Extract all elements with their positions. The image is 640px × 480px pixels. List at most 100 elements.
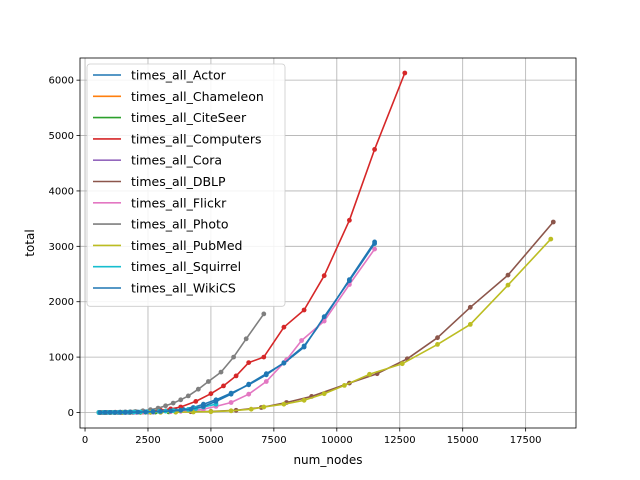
legend-label: times_all_Flickr bbox=[131, 195, 227, 210]
data-point bbox=[505, 282, 511, 288]
y-tick-label: 3000 bbox=[49, 242, 74, 253]
series-times_all_WikiCS bbox=[97, 241, 377, 415]
data-point bbox=[201, 404, 206, 409]
data-point bbox=[208, 409, 214, 415]
data-point bbox=[243, 336, 249, 342]
y-tick-label: 6000 bbox=[49, 76, 74, 87]
data-point bbox=[150, 409, 156, 415]
data-point bbox=[122, 409, 128, 415]
data-point bbox=[299, 338, 304, 343]
data-point bbox=[548, 236, 554, 242]
data-point bbox=[127, 409, 133, 415]
x-axis-label: num_nodes bbox=[293, 453, 362, 467]
data-point bbox=[505, 272, 511, 278]
x-tick-label: 15000 bbox=[447, 435, 479, 446]
data-point bbox=[367, 371, 372, 377]
data-point bbox=[246, 360, 252, 365]
data-point bbox=[263, 379, 269, 384]
data-point bbox=[188, 406, 194, 412]
legend-label: times_all_Cora bbox=[131, 153, 222, 168]
x-tick-label: 10000 bbox=[321, 435, 353, 446]
legend-label: times_all_WikiCS bbox=[131, 281, 236, 296]
y-tick-label: 4000 bbox=[49, 186, 74, 197]
data-point bbox=[185, 393, 191, 399]
x-tick-label: 17500 bbox=[510, 435, 542, 446]
data-point bbox=[467, 322, 473, 327]
data-point bbox=[246, 381, 252, 387]
data-point bbox=[143, 409, 148, 415]
x-tick-label: 5000 bbox=[198, 435, 223, 446]
data-point bbox=[170, 400, 176, 406]
x-tick-label: 7500 bbox=[261, 435, 286, 446]
y-axis-label: total bbox=[23, 229, 37, 256]
data-point bbox=[435, 342, 440, 347]
y-tick-label: 0 bbox=[68, 408, 74, 419]
legend-label: times_all_Actor bbox=[131, 68, 227, 83]
x-tick-label: 0 bbox=[82, 435, 88, 446]
x-tick-label: 2500 bbox=[135, 435, 160, 446]
data-point bbox=[301, 344, 307, 350]
data-point bbox=[281, 401, 287, 407]
legend-label: times_all_PubMed bbox=[131, 238, 242, 253]
data-point bbox=[163, 403, 169, 409]
data-point bbox=[347, 278, 352, 284]
legend-label: times_all_DBLP bbox=[131, 174, 226, 189]
data-point bbox=[281, 324, 287, 330]
data-point bbox=[467, 304, 473, 310]
data-point bbox=[178, 397, 184, 403]
data-point bbox=[102, 410, 108, 415]
data-point bbox=[372, 147, 377, 152]
data-point bbox=[248, 406, 254, 412]
legend-label: times_all_Squirrel bbox=[131, 259, 241, 274]
data-point bbox=[246, 391, 252, 397]
data-point bbox=[321, 391, 327, 397]
data-point bbox=[372, 246, 377, 252]
data-point bbox=[550, 219, 556, 225]
data-point bbox=[117, 409, 123, 415]
data-point bbox=[321, 273, 327, 279]
data-point bbox=[168, 408, 174, 414]
legend-label: times_all_Computers bbox=[131, 131, 262, 146]
data-point bbox=[399, 361, 405, 367]
legend-label: times_all_Photo bbox=[131, 217, 229, 232]
y-tick-label: 1000 bbox=[49, 353, 74, 364]
data-point bbox=[208, 391, 214, 397]
data-point bbox=[193, 399, 199, 404]
legend: times_all_Actor times_all_Chameleon times_… bbox=[86, 63, 286, 307]
data-point bbox=[195, 386, 201, 392]
data-point bbox=[178, 407, 184, 413]
data-point bbox=[261, 311, 267, 317]
data-point bbox=[347, 217, 352, 223]
data-point bbox=[301, 307, 307, 313]
y-tick-label: 2000 bbox=[49, 297, 74, 308]
data-point bbox=[97, 410, 103, 415]
data-point bbox=[263, 371, 269, 377]
data-point bbox=[158, 409, 164, 414]
series-group bbox=[96, 70, 556, 415]
data-point bbox=[112, 410, 118, 415]
data-point bbox=[261, 354, 267, 360]
data-point bbox=[206, 379, 211, 384]
data-point bbox=[233, 373, 239, 379]
data-point bbox=[342, 383, 347, 388]
data-point bbox=[213, 399, 219, 404]
data-point bbox=[435, 335, 440, 341]
data-point bbox=[261, 404, 267, 410]
legend-box bbox=[86, 63, 286, 307]
data-point bbox=[228, 400, 234, 405]
data-point bbox=[402, 70, 408, 76]
data-point bbox=[301, 397, 307, 403]
legend-label: times_all_CiteSeer bbox=[131, 110, 247, 125]
data-point bbox=[135, 409, 141, 415]
data-point bbox=[228, 391, 234, 397]
data-point bbox=[372, 241, 377, 247]
ticks: 0 2500 5000 7500 10000 12500 15000 17500 0 1000 20… bbox=[49, 76, 542, 446]
data-point bbox=[231, 354, 237, 360]
data-point bbox=[107, 410, 113, 415]
legend-label: times_all_Chameleon bbox=[131, 89, 264, 104]
data-point bbox=[321, 314, 327, 320]
data-point bbox=[221, 383, 226, 389]
data-point bbox=[281, 360, 287, 366]
y-tick-label: 5000 bbox=[49, 131, 74, 142]
